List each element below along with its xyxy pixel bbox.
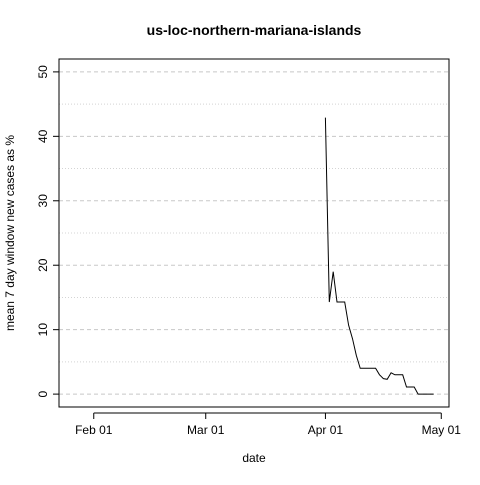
x-tick-label: Apr 01	[308, 423, 344, 437]
x-axis-label: date	[242, 451, 266, 465]
x-axis: Feb 01 Mar 01 Apr 01 May 01	[75, 412, 462, 437]
y-axis: 0 10 20 30 40 50	[36, 65, 59, 397]
x-tick-label: May 01	[422, 423, 462, 437]
y-tick-label: 50	[36, 65, 50, 79]
y-axis-label: mean 7 day window new cases as %	[3, 135, 17, 331]
chart-title: us-loc-northern-mariana-islands	[147, 22, 362, 38]
y-tick-label: 10	[36, 323, 50, 337]
series-line	[324, 117, 434, 395]
y-tick-label: 0	[36, 390, 50, 397]
x-tick-label: Feb 01	[75, 423, 113, 437]
series-layer	[324, 117, 434, 395]
y-tick-label: 30	[36, 194, 50, 208]
y-tick-label: 40	[36, 129, 50, 143]
x-tick-label: Mar 01	[187, 423, 225, 437]
grid-lines	[59, 71, 449, 395]
y-tick-label: 20	[36, 258, 50, 272]
plot-frame	[58, 58, 450, 408]
